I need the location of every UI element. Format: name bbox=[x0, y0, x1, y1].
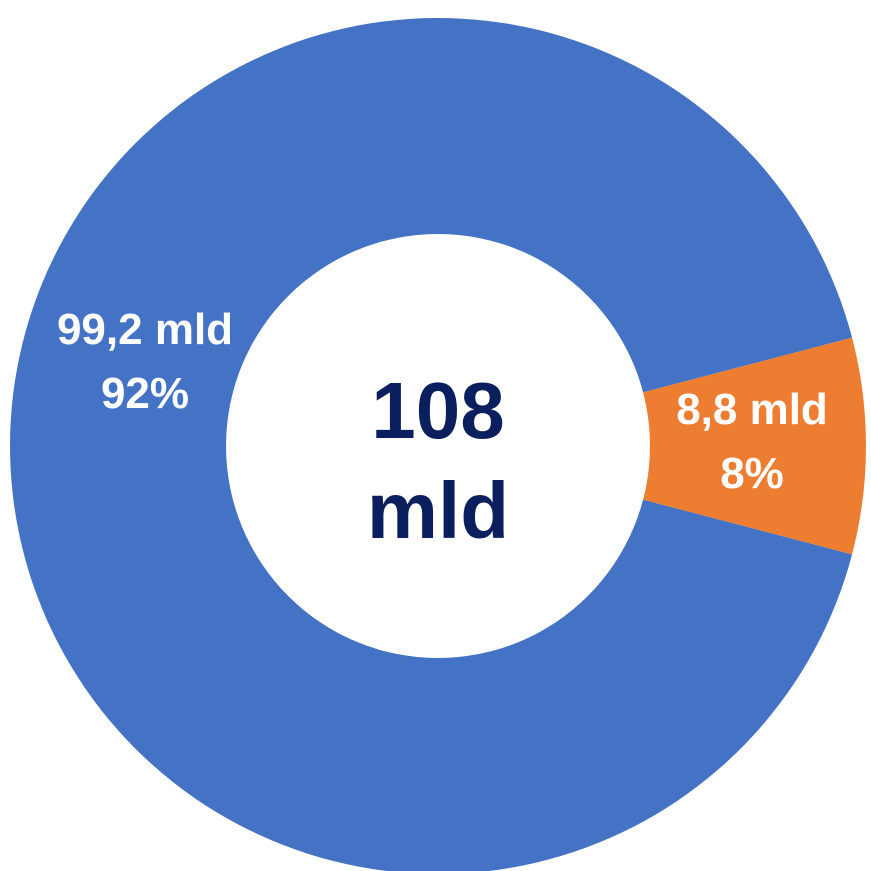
donut-hole bbox=[226, 234, 650, 658]
slice-label-small-value: 8,8 mld bbox=[676, 385, 828, 434]
slice-label-large-value: 99,2 mld bbox=[57, 305, 233, 354]
slice-label-small-percent: 8% bbox=[720, 449, 784, 498]
center-value: 108 bbox=[371, 366, 504, 455]
slice-small bbox=[438, 337, 866, 555]
slice-label-large-percent: 92% bbox=[101, 369, 189, 418]
center-unit: mld bbox=[367, 466, 509, 555]
